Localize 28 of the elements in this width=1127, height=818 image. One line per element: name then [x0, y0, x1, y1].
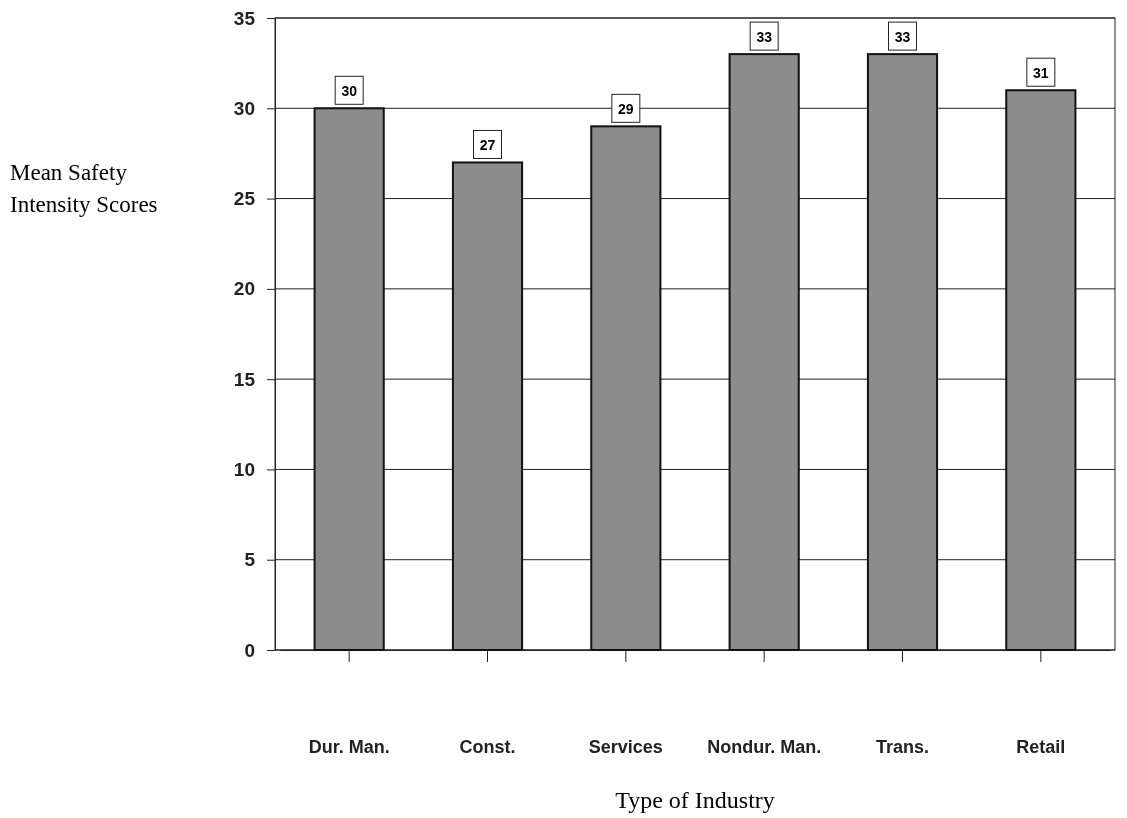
y-tick-label: 15 — [233, 368, 256, 390]
bar — [728, 53, 800, 651]
bar — [1005, 89, 1077, 651]
y-tick-label: 0 — [244, 639, 255, 661]
data-label: 33 — [894, 29, 911, 46]
y-tick-label: 30 — [233, 97, 255, 119]
data-label: 27 — [479, 137, 496, 154]
data-label: 31 — [1033, 65, 1049, 82]
y-tick-label: 10 — [233, 459, 255, 481]
x-axis-title: Type of Industry — [615, 787, 775, 813]
data-label: 33 — [756, 29, 773, 46]
x-tick-label: Const. — [459, 736, 516, 757]
x-tick-label: Services — [588, 736, 663, 757]
data-label: 29 — [618, 101, 634, 118]
y-tick-label: 5 — [244, 549, 256, 571]
y-axis-title: Mean Safety Intensity Scores — [10, 160, 158, 217]
data-label: 30 — [341, 83, 358, 100]
x-tick-label: Nondur. Man. — [707, 736, 822, 757]
y-tick-label: 25 — [233, 188, 256, 210]
bar — [866, 53, 939, 651]
x-tick-label: Dur. Man. — [308, 736, 390, 757]
bar — [451, 161, 524, 651]
y-tick-label: 20 — [233, 278, 255, 300]
x-tick-label: Trans. — [875, 736, 930, 757]
bar — [590, 125, 662, 651]
bar — [313, 107, 385, 651]
x-tick-label: Retail — [1016, 736, 1066, 757]
y-tick-label: 35 — [233, 7, 256, 29]
